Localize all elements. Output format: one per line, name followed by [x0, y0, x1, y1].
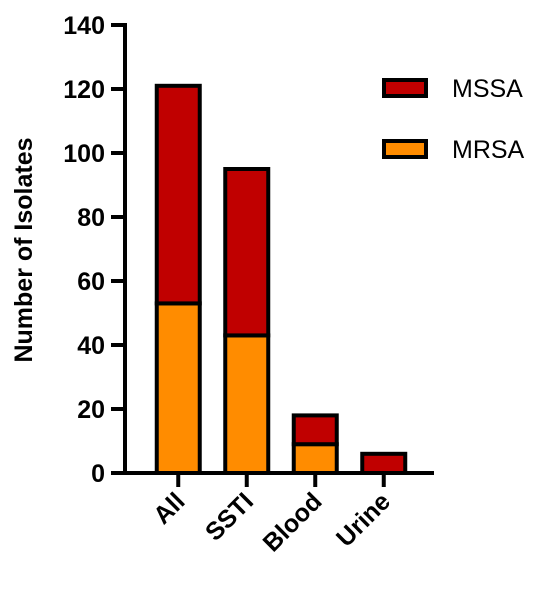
- x-tick-label: Urine: [331, 487, 396, 552]
- y-tick-label: 40: [77, 332, 105, 360]
- bar-mssa-ssti: [223, 167, 271, 338]
- x-tick-label: SSTI: [200, 487, 259, 546]
- legend-swatch-mssa: [382, 78, 428, 98]
- x-tick-label: Blood: [258, 487, 328, 557]
- bar-mrsa-blood: [291, 442, 339, 476]
- bar-mrsa-ssti: [223, 333, 271, 475]
- y-axis-title: Number of Isolates: [10, 137, 38, 362]
- y-tick-label: 100: [63, 140, 105, 168]
- y-tick-label: 20: [77, 396, 105, 424]
- legend-swatch-mrsa: [382, 139, 428, 159]
- y-axis: 0 20 40 60 80 100 120 140: [63, 12, 127, 488]
- legend-label-mrsa: MRSA: [452, 136, 525, 164]
- y-tick-label: 120: [63, 76, 105, 104]
- legend: MSSA MRSA: [382, 75, 525, 164]
- bars: [154, 83, 408, 476]
- y-tick-label: 80: [77, 204, 105, 232]
- x-tick-label: All: [148, 487, 190, 529]
- y-tick-label: 60: [77, 268, 105, 296]
- bar-mssa-all: [154, 83, 202, 306]
- y-tick-label: 0: [91, 460, 105, 488]
- bar-mssa-urine: [360, 451, 408, 475]
- bar-mssa-blood: [291, 413, 339, 447]
- y-tick-label: 140: [63, 12, 105, 40]
- legend-label-mssa: MSSA: [452, 75, 523, 103]
- bar-mrsa-all: [154, 301, 202, 475]
